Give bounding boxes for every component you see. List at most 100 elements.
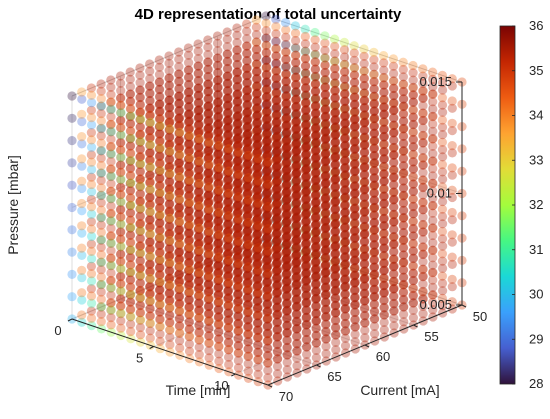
data-points: [67, 11, 467, 390]
data-point: [379, 302, 389, 312]
data-point: [447, 170, 457, 180]
data-point: [233, 274, 244, 284]
data-point: [193, 254, 203, 264]
data-point: [291, 273, 301, 283]
data-point: [408, 164, 419, 174]
data-point: [350, 329, 360, 339]
data-point: [106, 283, 116, 293]
data-point: [408, 268, 418, 279]
data-point: [96, 94, 106, 104]
data-point: [135, 92, 145, 102]
data-point: [203, 272, 213, 282]
data-point: [164, 289, 174, 299]
data-point: [242, 256, 252, 266]
data-point: [184, 302, 194, 312]
data-point: [194, 276, 204, 286]
data-point: [263, 313, 273, 323]
data-point: [261, 248, 272, 258]
data-point: [253, 169, 263, 179]
data-point: [321, 319, 331, 330]
data-point: [369, 278, 379, 288]
data-point: [213, 261, 223, 271]
data-point: [224, 337, 234, 347]
data-point: [273, 153, 283, 163]
data-point: [291, 258, 301, 269]
data-point: [224, 315, 234, 325]
data-point: [272, 339, 282, 350]
data-point: [164, 288, 175, 298]
data-point: [233, 251, 244, 261]
data-point: [135, 263, 146, 273]
data-point: [175, 343, 185, 353]
data-point: [224, 166, 234, 176]
data-point: [223, 71, 233, 81]
data-point: [96, 79, 106, 89]
data-point: [360, 325, 370, 335]
data-point: [155, 136, 165, 146]
data-point: [281, 269, 291, 279]
data-point: [145, 311, 155, 321]
data-point: [116, 309, 126, 319]
y-tick-label: 65: [327, 369, 341, 384]
data-point: [311, 302, 321, 312]
data-point: [389, 216, 399, 227]
data-point: [340, 260, 350, 270]
data-point: [272, 310, 282, 320]
data-point: [194, 134, 204, 144]
data-point: [67, 225, 77, 235]
data-point: [272, 318, 282, 328]
data-point: [350, 106, 360, 116]
data-point: [369, 307, 379, 317]
data-point: [184, 109, 194, 119]
data-point: [282, 342, 292, 352]
data-point: [321, 155, 331, 165]
data-point: [291, 280, 301, 290]
data-point: [135, 293, 145, 303]
data-point: [253, 258, 263, 268]
data-point: [233, 103, 243, 113]
data-point: [223, 279, 233, 289]
data-point: [252, 296, 262, 306]
data-point: [224, 300, 234, 310]
data-point: [281, 284, 291, 294]
data-point: [155, 307, 165, 317]
data-point: [281, 270, 291, 280]
data-point: [222, 250, 232, 260]
data-point: [320, 290, 330, 300]
data-point: [330, 286, 340, 296]
data-point: [389, 299, 399, 309]
data-point: [223, 294, 233, 304]
data-point: [359, 245, 369, 255]
data-point: [175, 306, 185, 316]
data-point: [243, 359, 253, 369]
data-point: [145, 95, 155, 106]
data-point: [428, 134, 438, 144]
data-point: [242, 300, 252, 310]
data-point: [349, 278, 359, 288]
data-point: [349, 286, 360, 296]
data-point: [252, 95, 262, 105]
data-point: [369, 270, 379, 280]
data-point: [145, 304, 155, 314]
data-point: [340, 311, 350, 322]
data-point: [379, 243, 389, 253]
data-point: [282, 350, 292, 360]
data-point: [184, 288, 194, 298]
data-point: [282, 299, 292, 309]
data-point: [106, 253, 116, 263]
data-point: [262, 307, 272, 317]
data-point: [379, 109, 389, 119]
data-point: [193, 262, 203, 272]
data-point: [320, 261, 330, 271]
data-point: [222, 220, 232, 230]
data-point: [232, 209, 242, 219]
data-point: [223, 249, 233, 259]
data-point: [86, 291, 97, 301]
data-point: [203, 243, 213, 253]
data-point: [213, 239, 223, 249]
data-point: [271, 230, 281, 240]
data-point: [174, 276, 184, 287]
data-point: [341, 281, 351, 291]
data-point: [223, 315, 233, 325]
data-point: [136, 315, 146, 325]
